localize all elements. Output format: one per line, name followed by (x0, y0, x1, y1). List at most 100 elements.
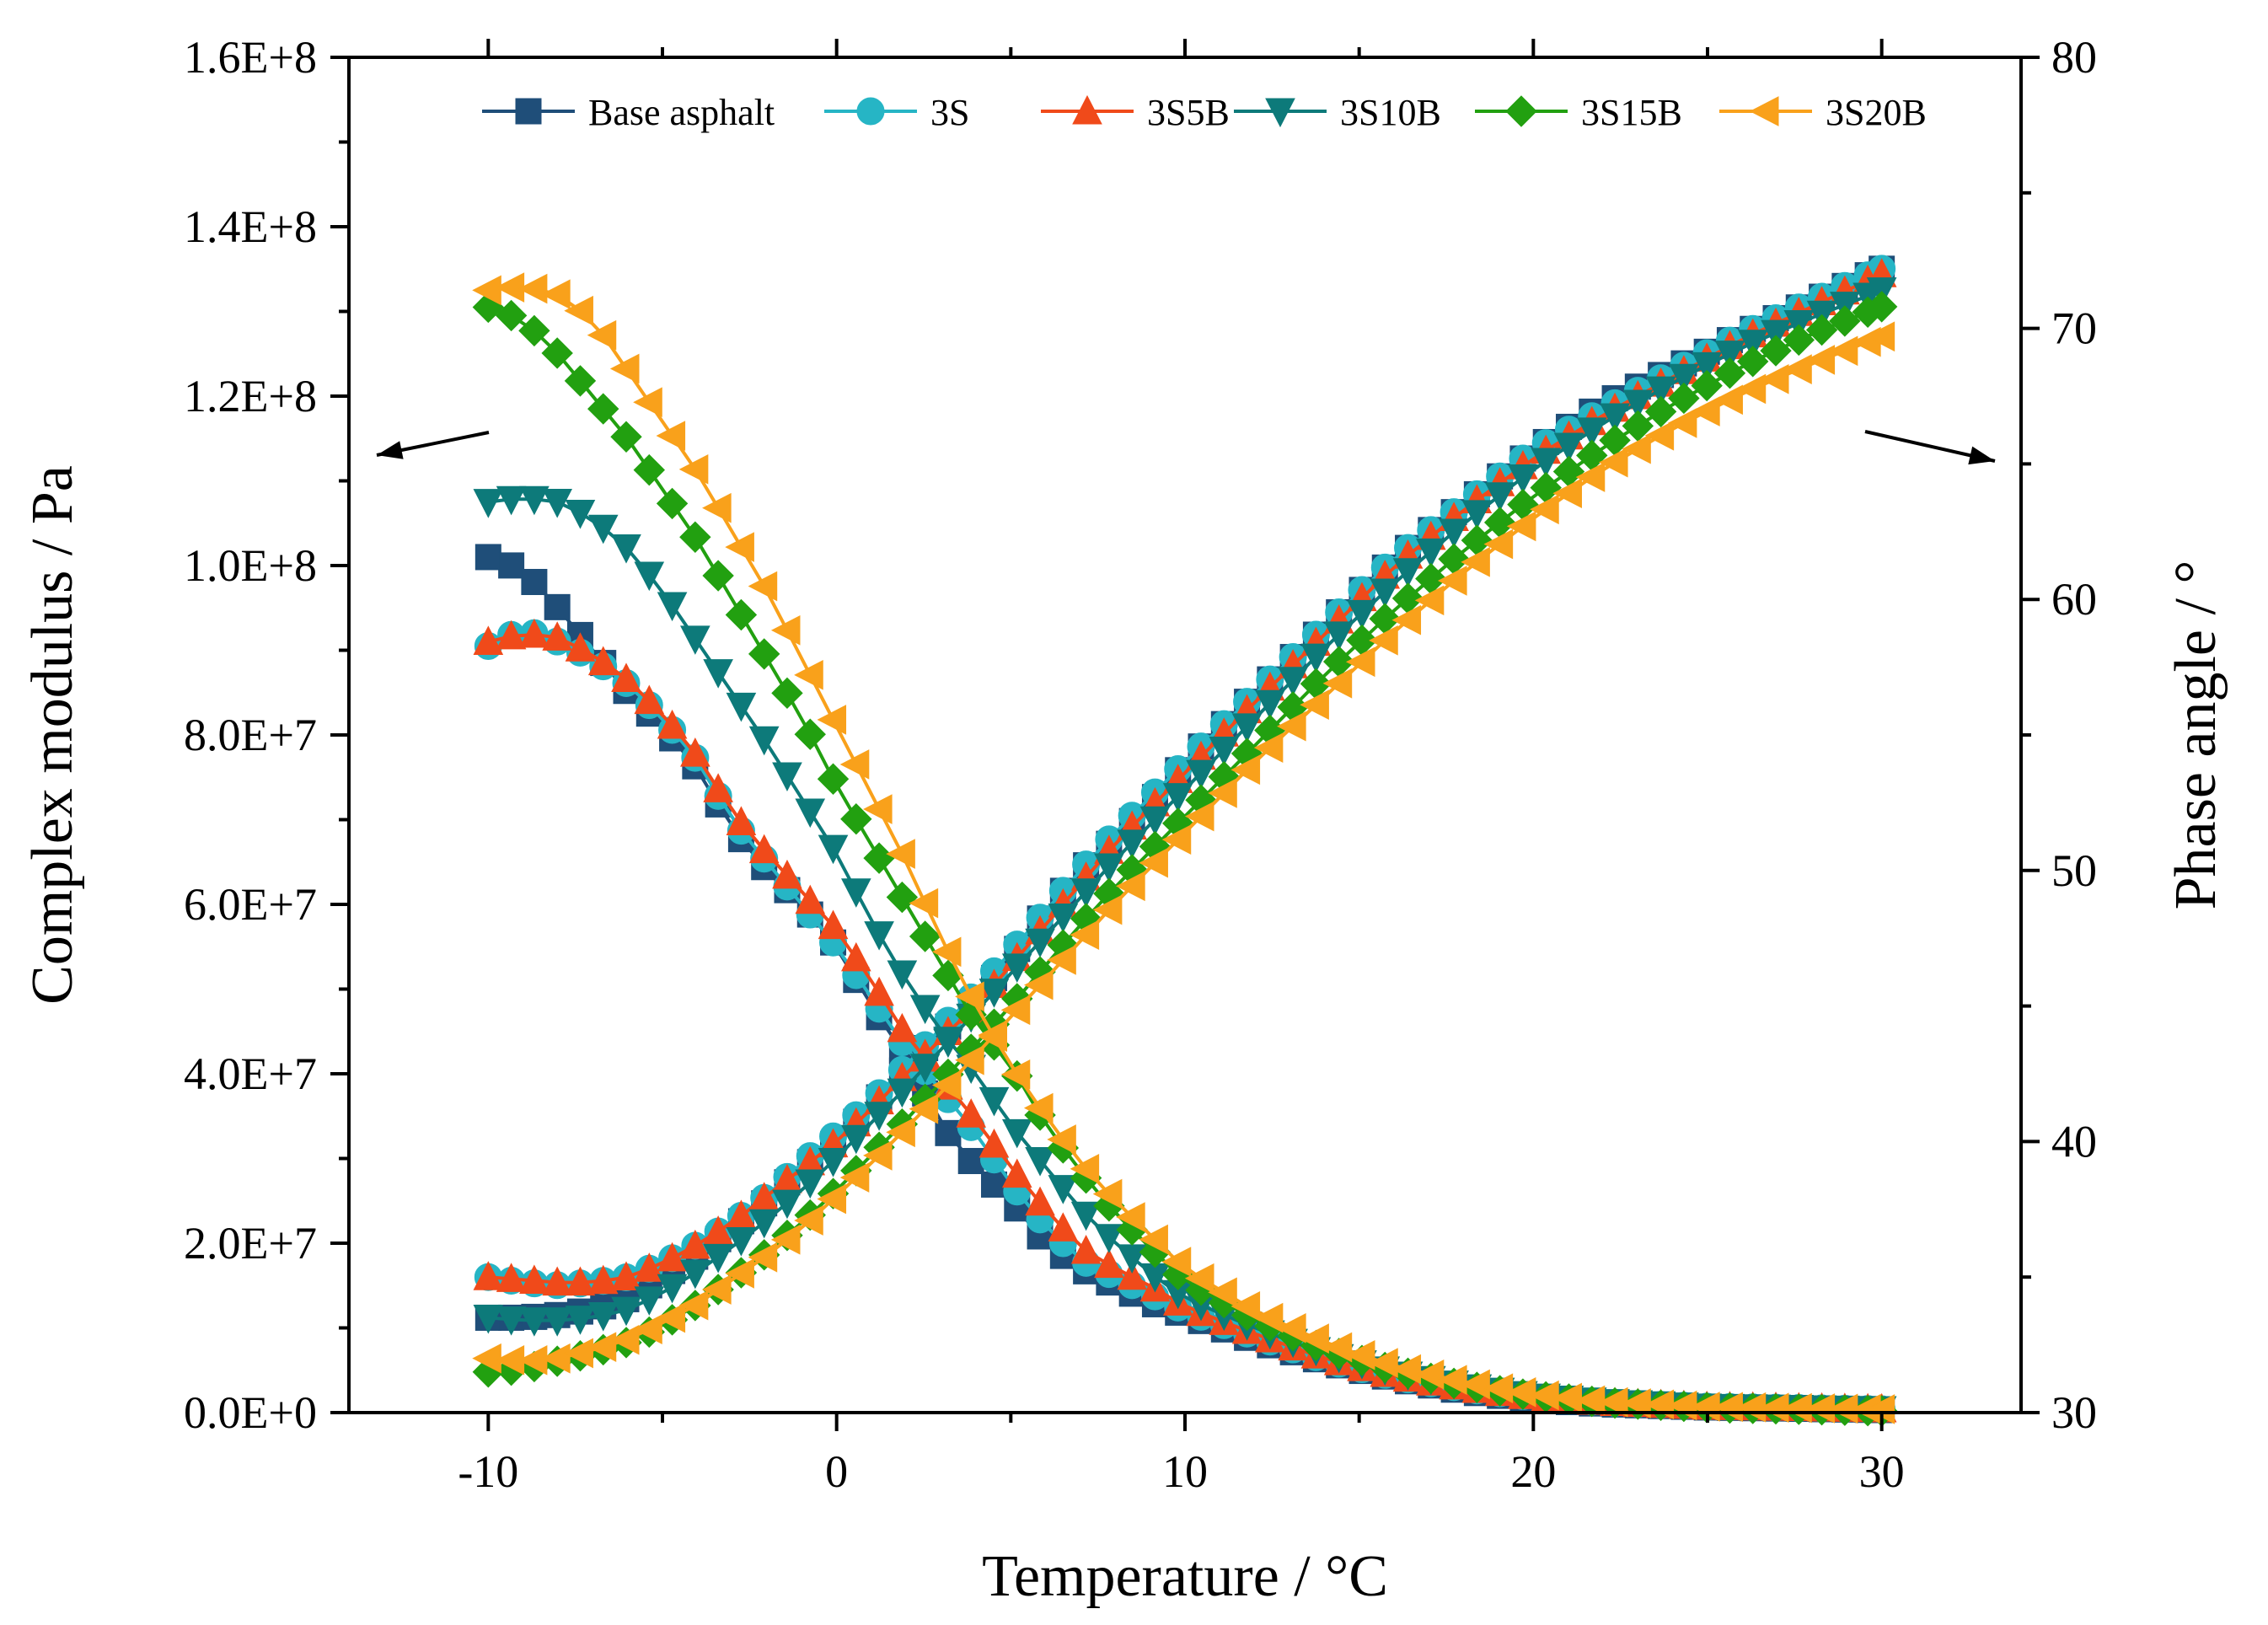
phase-angle-point (519, 1264, 550, 1294)
phase-angle-point (1231, 754, 1261, 786)
phase-angle-point (772, 1189, 802, 1220)
legend-label: 3S15B (1581, 92, 1682, 133)
phase-angle-point (634, 1286, 665, 1316)
phase-angle-point (1622, 389, 1654, 420)
phase-angle-point (587, 1332, 617, 1362)
modulus-point (1322, 1332, 1353, 1363)
phase-angle-point (1865, 321, 1895, 352)
axis-ticks: -10 0 10 20 30 0.0E+0 2.0E+7 4.0E+7 6.0E+7 8.0E+7… (184, 32, 2097, 1497)
phase-angle-point (1576, 417, 1607, 447)
phase-angle-point (1600, 403, 1630, 433)
phase-angle-point (1184, 801, 1214, 832)
y-axis-right-label: Phase angle / ° (2163, 560, 2228, 910)
y-left-tick-label: 0.0E+0 (184, 1387, 317, 1438)
phase-angle-point (1484, 482, 1515, 512)
phase-angle-point (587, 1302, 619, 1332)
phase-angle-point (1438, 566, 1467, 596)
modulus-point (656, 421, 686, 451)
modulus-point (955, 981, 984, 1012)
modulus-point (610, 421, 642, 453)
modulus-point (840, 802, 872, 835)
phase-angle-point (1023, 969, 1054, 1000)
phase-angle-point (1025, 928, 1055, 958)
modulus-point (1025, 1186, 1055, 1216)
modulus-point (748, 726, 780, 756)
phase-angle-point (818, 1148, 849, 1177)
modulus-point (1025, 1147, 1055, 1177)
modulus-point (1161, 1247, 1192, 1277)
phase-angle-point (1000, 995, 1031, 1026)
modulus-point (1438, 1365, 1467, 1395)
y-left-tick-label: 8.0E+7 (184, 710, 317, 760)
phase-angle-point (978, 1020, 1007, 1050)
phase-angle-point (609, 1324, 640, 1355)
phase-angle-point (519, 1307, 550, 1337)
modulus-point (517, 273, 548, 304)
y-left-tick-label: 4.0E+7 (184, 1048, 317, 1099)
modulus-point (980, 1171, 1007, 1198)
phase-angle-point (587, 1264, 619, 1295)
phase-angle-point (473, 1304, 504, 1334)
phase-angle-point (1231, 713, 1263, 743)
phase-angle-point (1737, 346, 1769, 378)
modulus-point (657, 592, 688, 622)
phase-angle-point (1255, 689, 1285, 720)
phase-angle-point (1828, 335, 1858, 367)
y-left-tick-label: 1.0E+8 (184, 540, 317, 591)
modulus-point (771, 677, 803, 710)
modulus-point (1001, 1118, 1032, 1149)
phase-angle-point (1300, 689, 1329, 721)
modulus-point (1000, 1059, 1031, 1090)
phase-angle-point (726, 1226, 757, 1257)
modulus-point (887, 1012, 918, 1043)
phase-angle-point (1598, 447, 1628, 478)
modulus-point (703, 659, 733, 689)
phase-angle-point (1691, 396, 1720, 426)
modulus-point (1094, 1248, 1124, 1279)
phase-angle-point (565, 1306, 596, 1335)
modulus-point (931, 936, 962, 968)
phase-angle-point (1713, 357, 1746, 389)
modulus-point (725, 532, 754, 562)
phase-angle-point (1001, 953, 1032, 983)
modulus-point (587, 646, 619, 676)
y-left-tick-label: 2.0E+7 (184, 1218, 317, 1268)
x-tick-label: 10 (1162, 1446, 1208, 1497)
modulus-point (1092, 1178, 1123, 1209)
phase-angle-point (1139, 806, 1171, 836)
modulus-point (565, 499, 596, 529)
modulus-point (1414, 1360, 1445, 1390)
modulus-point (864, 976, 894, 1006)
y-right-tick-label: 60 (2051, 574, 2097, 625)
modulus-point (678, 454, 709, 485)
modulus-point (1116, 1202, 1145, 1232)
modulus-point (795, 798, 826, 829)
y-axis-left-label: Complex modulus / Pa (20, 465, 85, 1005)
y-left-tick-label: 1.6E+8 (184, 32, 317, 83)
modulus-point (656, 487, 689, 520)
modulus-point (817, 705, 847, 735)
phase-angle-point (1530, 494, 1559, 525)
modulus-point (1047, 1124, 1076, 1155)
phase-angle-point (1461, 500, 1493, 530)
phase-angle-point (1253, 732, 1284, 763)
modulus-point (473, 489, 504, 518)
phase-angle-point (1070, 878, 1102, 908)
phase-angle-point (979, 979, 1010, 1008)
modulus-point (1345, 1339, 1375, 1370)
legend-label: 3S20B (1826, 92, 1927, 133)
legend-label: Base asphalt (588, 92, 775, 133)
modulus-point (587, 319, 617, 351)
modulus-point (886, 881, 919, 914)
modulus-point (795, 884, 826, 914)
y-right-tick-label: 40 (2051, 1116, 2097, 1166)
x-axis-label: Temperature / °C (982, 1544, 1388, 1609)
phase-angle-point (473, 1261, 504, 1290)
phase-angle-point (1323, 621, 1354, 651)
y-left-tick-label: 1.4E+8 (184, 201, 317, 252)
modulus-point (519, 618, 550, 648)
phase-angle-point (1483, 528, 1514, 560)
phase-angle-point (565, 1266, 596, 1296)
modulus-point (542, 621, 572, 651)
x-tick-label: 0 (825, 1446, 848, 1497)
